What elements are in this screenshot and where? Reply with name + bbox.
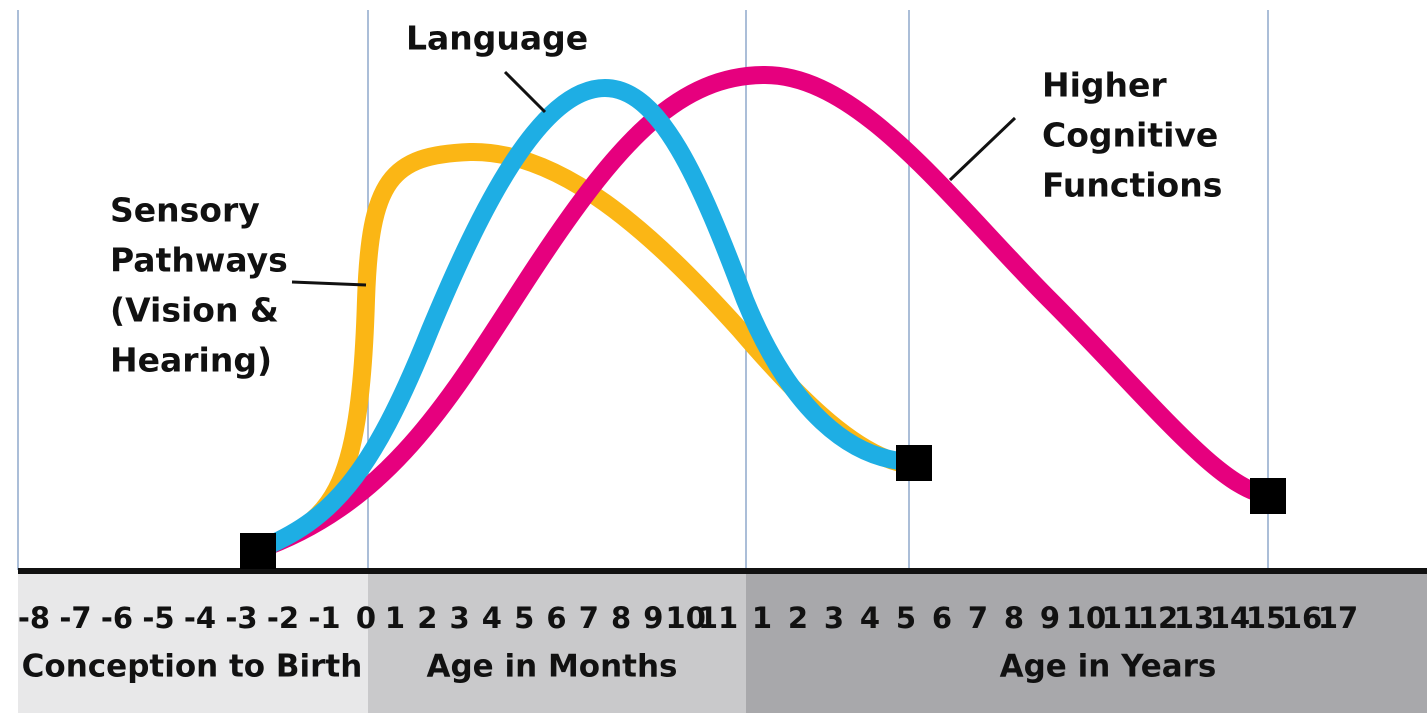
label-cognitive: Functions (1042, 166, 1222, 205)
x-tick-label: 9 (643, 601, 663, 635)
band-prenatal (18, 572, 368, 713)
x-tick-label: -8 (18, 601, 50, 635)
x-tick-label: 3 (824, 601, 844, 635)
x-tick-label: 2 (788, 601, 808, 635)
markers (240, 445, 1286, 569)
x-tick-label: -4 (184, 601, 216, 635)
x-tick-label: -2 (267, 601, 299, 635)
x-tick-label: 10 (666, 601, 706, 635)
x-tick-label: 11 (698, 601, 738, 635)
label-language: Language (406, 19, 588, 58)
x-tick-label: 8 (1004, 601, 1024, 635)
x-tick-label: 1 (385, 601, 405, 635)
curves (249, 65, 1277, 559)
section-label: Age in Years (1000, 649, 1217, 685)
section-label: Age in Months (426, 649, 677, 685)
x-tick-label: -6 (101, 601, 133, 635)
x-tick-label: -7 (59, 601, 91, 635)
x-tick-label: 17 (1318, 601, 1358, 635)
pointers (291, 70, 1017, 287)
label-sensory: Sensory (110, 191, 260, 230)
label-cognitive: Cognitive (1042, 116, 1218, 155)
x-tick-label: 12 (1138, 601, 1178, 635)
x-tick-label: 7 (579, 601, 599, 635)
band-months (368, 572, 746, 713)
x-tick-label: 9 (1040, 601, 1060, 635)
cognitive-curve (249, 65, 1277, 559)
x-tick-label: 4 (482, 601, 502, 635)
x-tick-label: 8 (611, 601, 631, 635)
x-tick-label: -5 (142, 601, 174, 635)
x-tick-label: 15 (1246, 601, 1286, 635)
x-tick-label: 1 (752, 601, 772, 635)
x-tick-label: -3 (225, 601, 257, 635)
x-tick-label: 10 (1066, 601, 1106, 635)
band-years (746, 572, 1427, 713)
label-sensory: Pathways (110, 241, 288, 280)
x-tick-label: 4 (860, 601, 880, 635)
x-tick-label: 14 (1210, 601, 1250, 635)
x-tick-label: 6 (546, 601, 566, 635)
label-sensory: (Vision & (110, 291, 279, 330)
label-cognitive: Higher (1042, 66, 1167, 105)
language-curve (249, 78, 921, 559)
x-tick-label: 16 (1282, 601, 1322, 635)
label-sensory: Hearing) (110, 341, 272, 380)
x-tick-label: 3 (450, 601, 470, 635)
section-label: Conception to Birth (22, 649, 363, 685)
x-tick-label: 13 (1174, 601, 1214, 635)
x-tick-label: 5 (896, 601, 916, 635)
x-tick-label: -1 (308, 601, 340, 635)
x-tick-label: 7 (968, 601, 988, 635)
x-tick-label: 11 (1102, 601, 1142, 635)
x-tick-label: 2 (417, 601, 437, 635)
x-tick-label: 0 (356, 601, 376, 635)
x-tick-label: 5 (514, 601, 534, 635)
x-tick-label: 6 (932, 601, 952, 635)
